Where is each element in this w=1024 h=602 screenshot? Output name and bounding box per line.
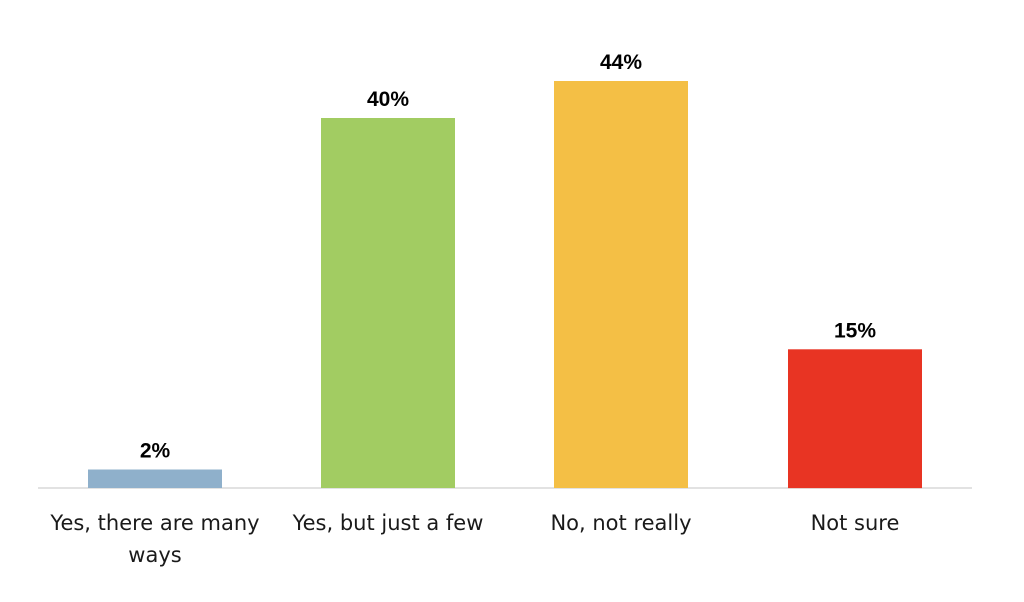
category-labels-layer: Yes, there are many ways Yes, but just a f… <box>49 511 899 567</box>
category-label-line: Not sure <box>811 511 900 535</box>
category-label-line: ways <box>128 543 181 567</box>
category-label-line: Yes, but just a few <box>292 511 484 535</box>
category-label-3: No, not really <box>550 511 691 535</box>
data-label-3: 44% <box>600 51 642 74</box>
bar-4 <box>788 349 922 489</box>
category-label-line: No, not really <box>550 511 691 535</box>
data-label-1: 2% <box>140 440 171 463</box>
bar-2 <box>321 118 455 488</box>
data-label-4: 15% <box>834 319 876 342</box>
category-label-1: Yes, there are many ways <box>49 511 259 567</box>
bar-1 <box>88 469 222 488</box>
category-label-line: Yes, there are many <box>49 511 259 535</box>
bar-3 <box>554 81 688 488</box>
bars-layer <box>88 81 922 489</box>
data-label-2: 40% <box>367 88 409 111</box>
data-labels-layer: 2% 40% 44% 15% <box>140 51 877 463</box>
category-label-4: Not sure <box>811 511 900 535</box>
category-label-2: Yes, but just a few <box>292 511 484 535</box>
